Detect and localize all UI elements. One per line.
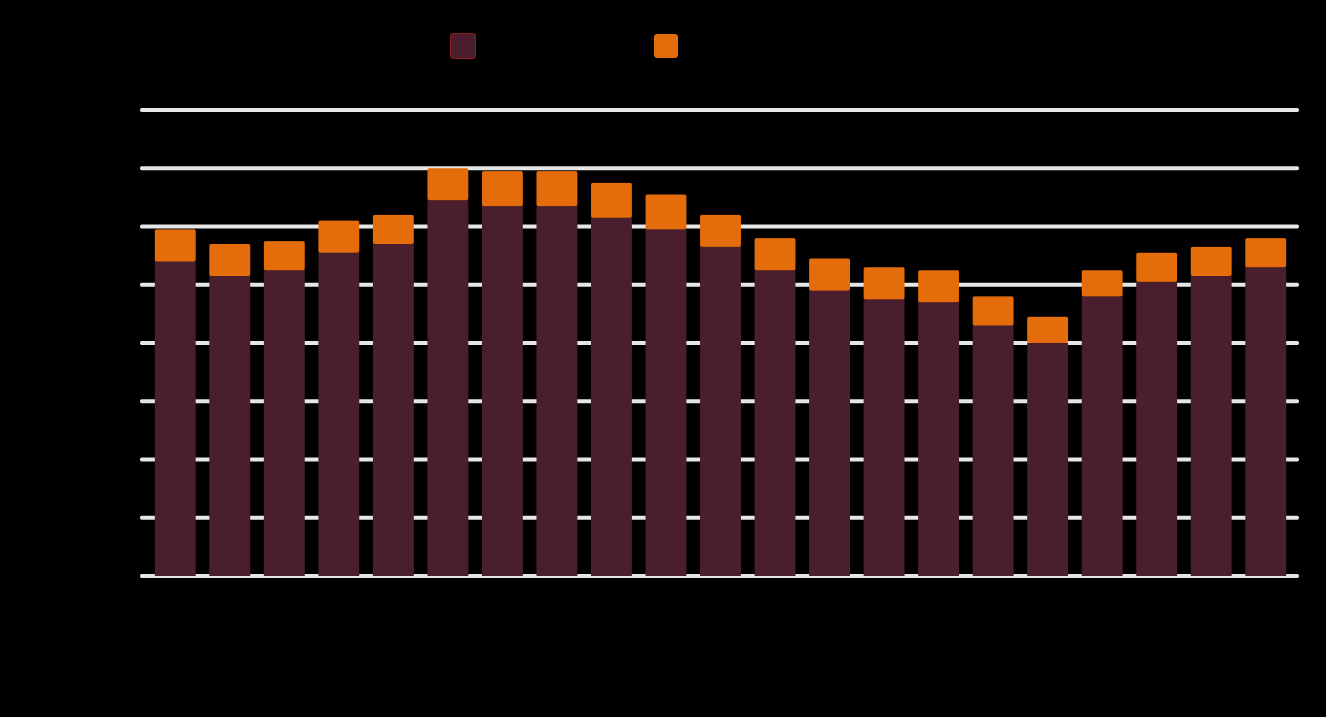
bar-series-1-18 <box>1081 296 1123 576</box>
bar-series-2-2 <box>209 243 251 277</box>
bar-series-2-16 <box>972 296 1014 326</box>
bar-series-2-17 <box>1027 316 1069 343</box>
bar-series-1-14 <box>863 299 905 576</box>
bar-series-2-11 <box>700 214 741 247</box>
bar-series-2-9 <box>591 182 632 218</box>
legend-swatch-series-2 <box>654 34 678 58</box>
bar-series <box>154 168 1287 577</box>
bar-series-1-13 <box>809 290 850 576</box>
bar-series-1-6 <box>427 200 469 576</box>
bar-series-1-1 <box>154 261 196 576</box>
bar-series-1-17 <box>1027 343 1069 576</box>
legend-item-series-2 <box>654 33 686 59</box>
bar-series-1-15 <box>918 302 960 576</box>
bar-series-1-11 <box>700 246 741 576</box>
legend <box>450 33 686 59</box>
bar-series-2-13 <box>809 258 850 291</box>
bar-series-1-5 <box>372 243 414 576</box>
bar-series-2-14 <box>863 267 905 300</box>
bar-series-2-12 <box>754 238 796 271</box>
bar-series-1-3 <box>263 270 305 576</box>
bar-series-1-9 <box>591 217 632 576</box>
legend-swatch-series-1 <box>450 33 476 59</box>
bar-series-2-8 <box>536 171 578 207</box>
bar-series-1-20 <box>1190 276 1232 576</box>
bar-series-2-5 <box>372 214 414 244</box>
bar-series-1-16 <box>972 325 1014 576</box>
bar-series-2-10 <box>645 194 687 230</box>
bar-series-1-10 <box>645 229 687 576</box>
bar-series-2-21 <box>1245 238 1287 268</box>
bar-series-2-15 <box>918 270 960 303</box>
bar-series-2-7 <box>481 171 523 207</box>
bar-series-2-18 <box>1081 270 1123 297</box>
bar-series-1-21 <box>1245 267 1287 576</box>
bar-series-2-3 <box>263 241 305 271</box>
bar-series-1-8 <box>536 206 578 577</box>
bar-series-1-4 <box>318 252 360 576</box>
bar-series-1-12 <box>754 270 796 576</box>
bar-series-1-19 <box>1136 281 1178 576</box>
bar-series-2-1 <box>154 229 196 262</box>
bar-series-2-4 <box>318 220 360 253</box>
bar-series-2-6 <box>427 168 469 201</box>
bar-series-1-2 <box>209 276 251 576</box>
bar-series-2-19 <box>1136 252 1178 282</box>
legend-item-series-1 <box>450 33 484 59</box>
bar-series-2-20 <box>1190 246 1232 277</box>
bar-series-1-7 <box>481 206 523 577</box>
